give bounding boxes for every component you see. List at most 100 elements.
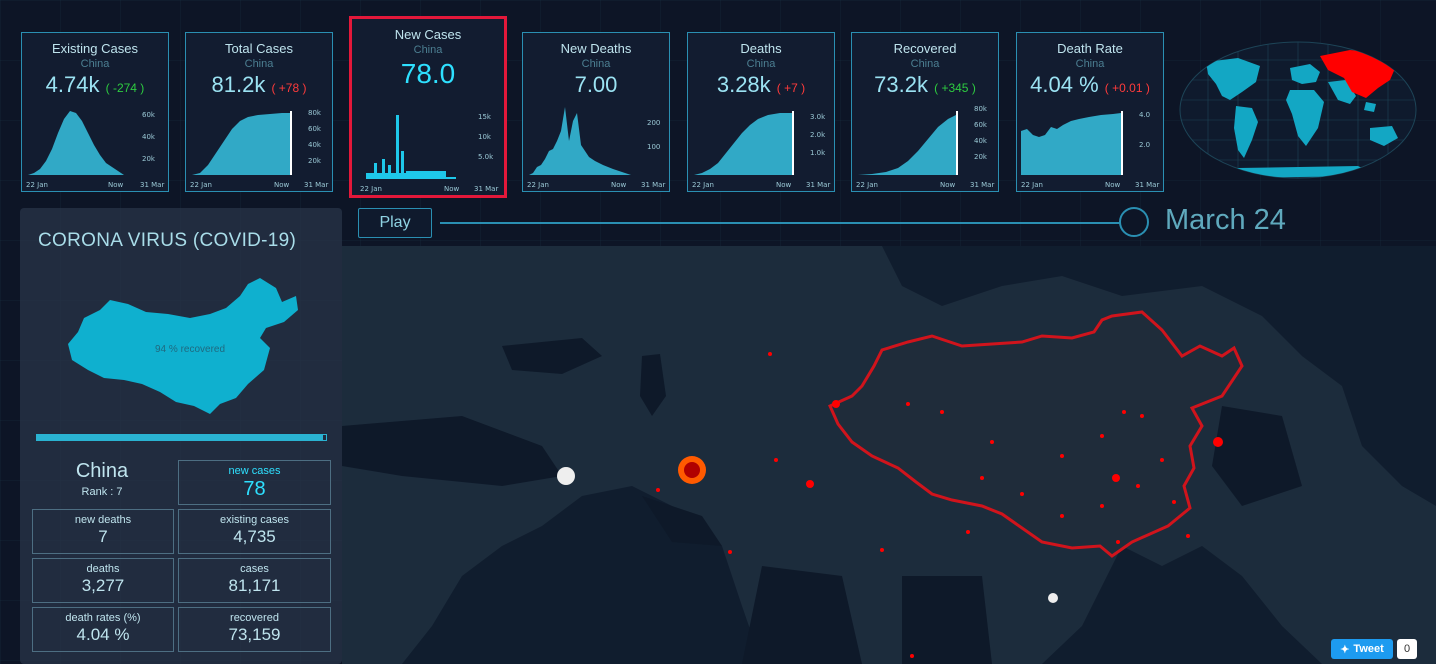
stat-new-cases: new cases 78 [178,460,331,505]
card-new-deaths[interactable]: New Deaths China 7.00 200 100 22 Jan Now… [522,32,670,192]
main-map[interactable] [342,246,1436,664]
card-new-cases[interactable]: New Cases China 78.0 15k 10k 5.0k 22 Jan… [349,16,507,198]
australia-shape [1370,126,1398,146]
recovered-percentage-label: 94 % recovered [155,344,226,355]
south-america-shape [1234,106,1258,158]
card-total-cases[interactable]: Total Cases China 81.2k ( +78 ) 80k 60k … [185,32,333,192]
china-outline-shape [828,310,1244,558]
card-title: Deaths [740,41,782,56]
total-cases-sparkline: 80k 60k 40k 20k 22 Jan Now 31 Mar [190,109,328,189]
yellow-sea-shape [1212,406,1302,506]
card-title: Existing Cases [52,41,138,56]
small-case-markers [656,352,1190,658]
panel-title: CORONA VIRUS (COVID-19) [38,230,297,251]
card-delta: ( +345 ) [934,81,976,95]
china-map-shape [68,278,298,414]
stat-recovered: recovered 73,159 [178,607,331,652]
stat-value: 3,277 [81,576,125,595]
tick-label: 60k [308,125,322,133]
card-recovered[interactable]: Recovered China 73.2k ( +345 ) 80k 60k 4… [851,32,999,192]
card-country: China [746,58,776,70]
tick-label: 3.0k [810,113,826,121]
stat-new-deaths: new deaths 7 [32,509,174,554]
card-title: Total Cases [225,41,293,56]
card-value: 78.0 [400,58,456,89]
tweet-label: Tweet [1353,643,1384,655]
card-delta: ( +78 ) [271,81,307,95]
card-country: China [581,58,611,70]
world-mini-map[interactable] [1178,40,1418,180]
tick-label: 4.0 [1139,111,1150,119]
tick-label: 60k [142,111,156,119]
timeline-slider-track[interactable] [440,222,1130,224]
stat-value: 78 [243,478,266,500]
stat-label: death rates (%) [65,612,141,624]
card-country: China [1075,58,1105,70]
death-rate-sparkline: 4.0 2.0 22 Jan Now 31 Mar [1021,111,1159,189]
card-title: New Deaths [560,41,632,56]
iran-hotspot-core [684,462,700,478]
card-title: New Cases [394,27,462,42]
x-end-label: 31 Mar [140,181,164,189]
tick-label: 60k [974,121,988,129]
card-value: 73.2k ( +345 ) [874,72,976,97]
middle-east-marker [557,467,575,485]
x-start-label: 22 Jan [692,181,714,189]
tick-label: 40k [974,137,988,145]
card-title: Recovered [893,41,957,56]
tick-label: 1.0k [810,149,826,157]
card-existing-cases[interactable]: Existing Cases China 4.74k ( -274 ) 60k … [21,32,169,192]
tick-label: 2.0 [1139,141,1150,149]
x-now-label: Now [274,181,290,189]
card-value: 3.28k ( +7 ) [716,72,806,97]
case-marker [1112,474,1120,482]
recovered-progress-fill [37,435,324,440]
stat-value: 4.04 % [76,625,130,644]
stat-label: deaths [86,563,120,575]
card-value: 7.00 [574,72,618,97]
x-end-label: 31 Mar [474,185,498,193]
africa-shape [1286,90,1324,146]
card-value: 4.74k ( -274 ) [45,72,145,97]
card-death-rate[interactable]: Death Rate China 4.04 % ( +0.01 ) 4.0 2.… [1016,32,1164,192]
play-button[interactable]: Play [358,208,432,238]
x-now-label: Now [108,181,124,189]
stat-label: recovered [230,612,279,624]
caspian-sea-shape [640,354,666,416]
stat-label: cases [240,563,269,575]
stat-value: 81,171 [228,576,281,595]
tick-label: 10k [478,133,492,141]
stat-label: existing cases [219,514,290,526]
card-country: China [413,44,443,56]
card-value: 4.04 % ( +0.01 ) [1030,72,1150,97]
tick-label: 80k [308,109,322,117]
timeline-slider-knob[interactable] [1119,207,1149,237]
tick-label: 20k [308,157,322,165]
case-marker [806,480,814,488]
mediterranean-shape [342,416,562,486]
x-end-label: 31 Mar [806,181,830,189]
tweet-count: 0 [1397,639,1417,659]
existing-cases-sparkline: 60k 40k 20k 22 Jan Now 31 Mar [26,111,164,189]
tweet-button[interactable]: ✦ Tweet [1331,639,1393,659]
bay-of-bengal-shape [902,576,992,664]
current-date-label: March 24 [1165,204,1286,236]
x-end-label: 31 Mar [970,181,994,189]
new-deaths-sparkline: 200 100 22 Jan Now 31 Mar [527,107,665,189]
stat-value: 73,159 [228,625,281,644]
x-start-label: 22 Jan [1021,181,1043,189]
tick-label: 40k [142,133,156,141]
card-deaths[interactable]: Deaths China 3.28k ( +7 ) 3.0k 2.0k 1.0k… [687,32,835,192]
tick-label: 20k [142,155,156,163]
card-value: 81.2k ( +78 ) [211,72,307,97]
x-start-label: 22 Jan [360,185,382,193]
case-marker [1213,437,1223,447]
stat-existing-cases: existing cases 4,735 [178,509,331,554]
card-delta: ( +7 ) [776,81,806,95]
twitter-bird-icon: ✦ [1340,643,1350,656]
x-end-label: 31 Mar [1135,181,1159,189]
stat-value: 7 [98,527,108,546]
stat-value: 4,735 [233,527,276,546]
x-start-label: 22 Jan [26,181,48,189]
country-name: China [75,460,129,482]
